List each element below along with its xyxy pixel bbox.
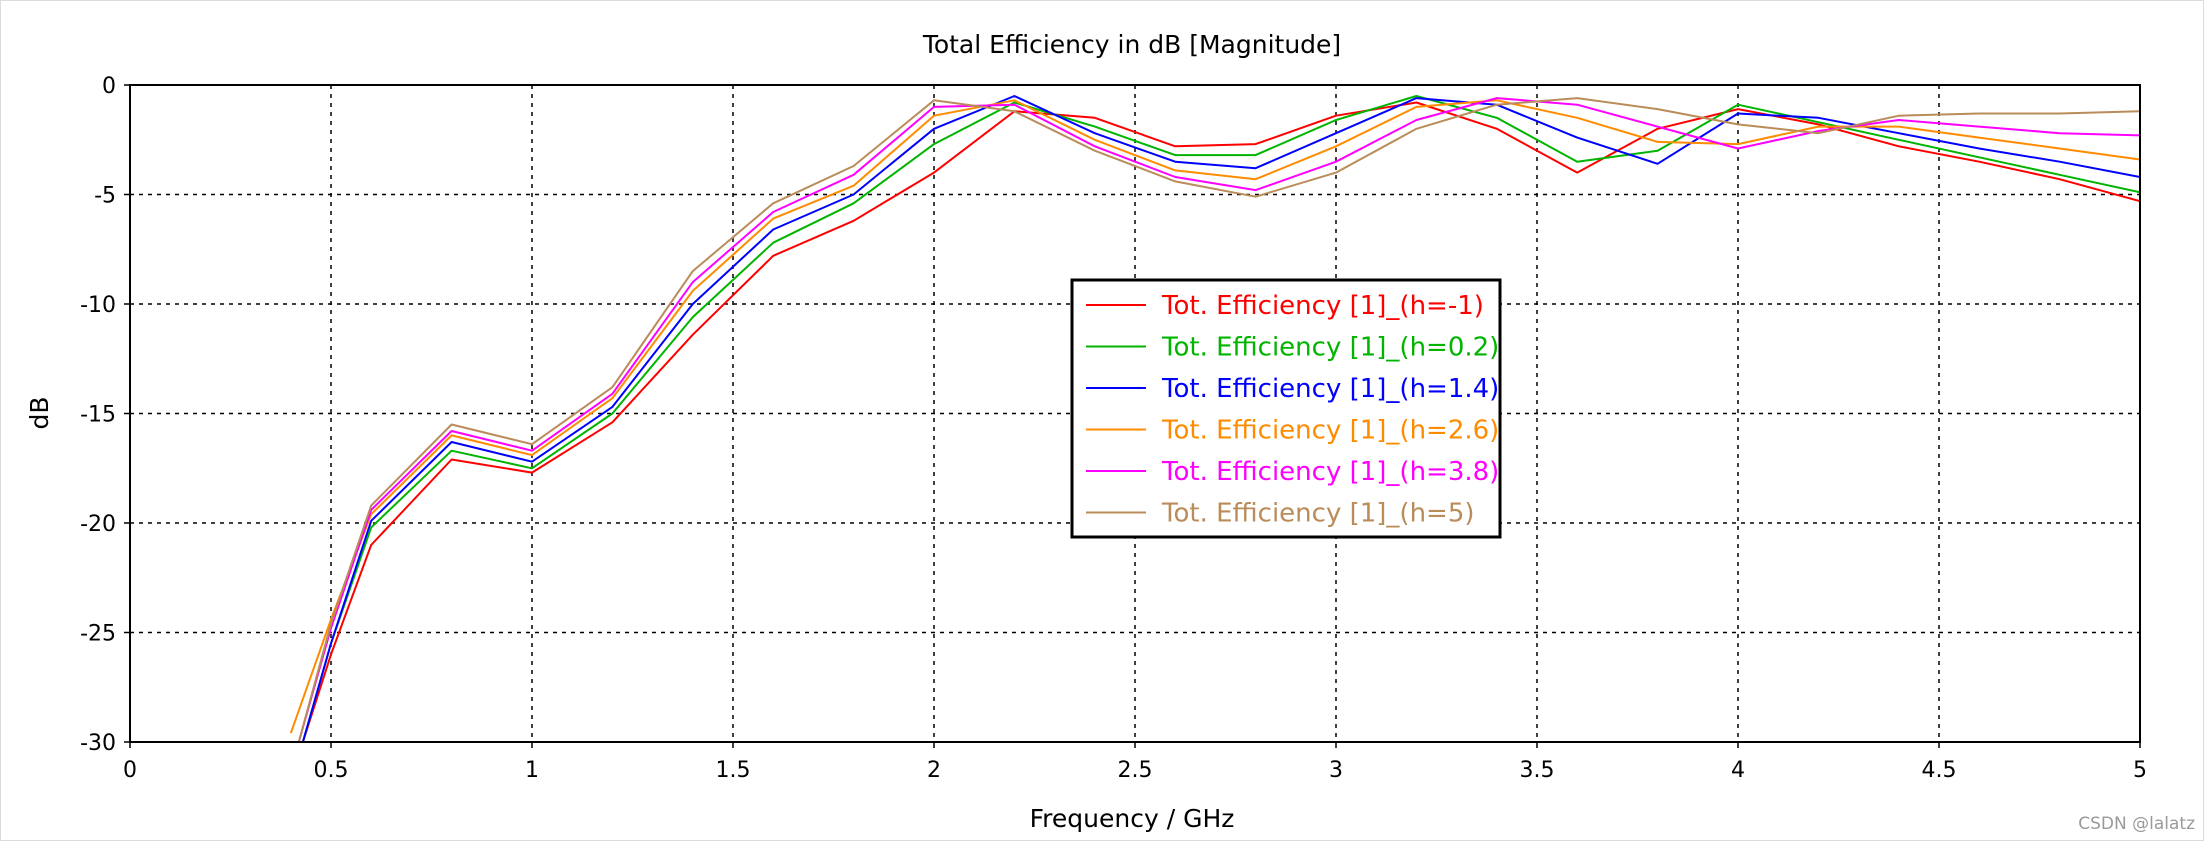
- y-tick-label: -30: [80, 731, 116, 756]
- series-line-3: [289, 99, 2140, 734]
- x-tick-label: 0: [123, 758, 137, 783]
- x-tick-label: 4.5: [1922, 758, 1957, 783]
- chart-title: Total Efficiency in dB [Magnitude]: [922, 30, 1341, 59]
- legend-label: Tot. Efficiency [1]_(h=5): [1161, 499, 1475, 529]
- x-tick-label: 5: [2133, 758, 2147, 783]
- legend-label: Tot. Efficiency [1]_(h=1.4): [1161, 374, 1499, 404]
- y-tick-label: -5: [94, 184, 116, 209]
- x-tick-label: 0.5: [314, 758, 349, 783]
- x-tick-label: 2: [927, 758, 941, 783]
- y-axis-title: dB: [25, 396, 54, 429]
- axis-ticks: 0 0.5 1 1.5 2 2.5 3 3.5 4 4.5 5 0 -5 -10 -15 -20 -25 -30: [80, 74, 2147, 783]
- x-tick-label: 4: [1731, 758, 1745, 783]
- series-line-0: [301, 101, 2140, 742]
- y-tick-label: -20: [80, 512, 116, 537]
- legend-box: [1070, 278, 1502, 539]
- y-tick-label: -25: [80, 622, 116, 647]
- y-tick-label: 0: [102, 74, 116, 99]
- series-line-2: [301, 95, 2140, 742]
- watermark: CSDN @lalatz: [2078, 814, 2195, 834]
- series-lines: [289, 95, 2140, 742]
- legend-label: Tot. Efficiency [1]_(h=0.2): [1161, 333, 1499, 363]
- series-line-4: [297, 97, 2140, 742]
- x-axis-title: Frequency / GHz: [1030, 804, 1235, 833]
- x-tick-label: 2.5: [1118, 758, 1153, 783]
- legend-label: Tot. Efficiency [1]_(h=2.6): [1161, 416, 1499, 446]
- grid-lines: [130, 85, 2140, 742]
- x-tick-label: 3: [1329, 758, 1343, 783]
- series-line-5: [297, 97, 2140, 742]
- legend: Tot. Efficiency [1]_(h=-1) Tot. Efficienc…: [1070, 278, 1502, 539]
- x-tick-label: 3.5: [1520, 758, 1555, 783]
- x-tick-label: 1.5: [716, 758, 751, 783]
- legend-label: Tot. Efficiency [1]_(h=3.8): [1161, 457, 1499, 487]
- series-line-1: [301, 95, 2140, 742]
- x-tick-label: 1: [525, 758, 539, 783]
- y-tick-label: -15: [80, 403, 116, 428]
- legend-label: Tot. Efficiency [1]_(h=-1): [1161, 291, 1484, 321]
- y-tick-label: -10: [80, 293, 116, 318]
